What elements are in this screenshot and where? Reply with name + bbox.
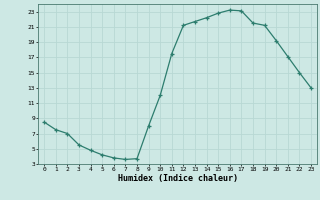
- X-axis label: Humidex (Indice chaleur): Humidex (Indice chaleur): [118, 174, 238, 183]
